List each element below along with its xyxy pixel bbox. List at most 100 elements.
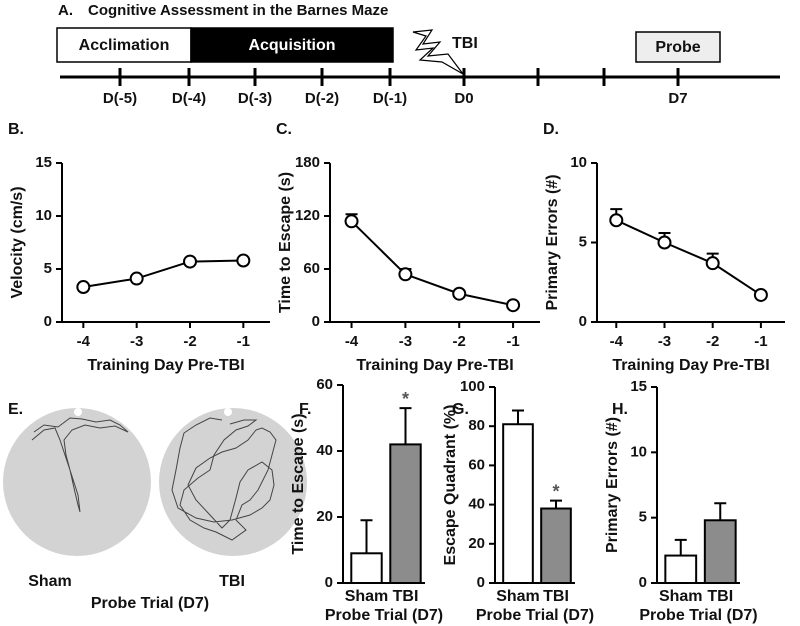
y-axis-label: Velocity (cm/s) bbox=[9, 186, 26, 298]
y-tick-label: 40 bbox=[468, 496, 485, 513]
panel-label: A. bbox=[58, 2, 73, 19]
x-axis-label: Probe Trial (D7) bbox=[476, 607, 594, 624]
y-tick-label: 0 bbox=[325, 574, 333, 591]
x-tick-label: -4 bbox=[610, 333, 624, 350]
y-tick-label: 0 bbox=[477, 574, 485, 591]
day-label: D(-1) bbox=[373, 90, 407, 107]
bar bbox=[664, 554, 698, 584]
bar bbox=[350, 552, 383, 584]
x-axis-label: Training Day Pre-TBI bbox=[87, 357, 244, 374]
y-tick-label: 180 bbox=[295, 154, 320, 171]
y-tick-label: 60 bbox=[303, 260, 320, 277]
y-tick-label: 60 bbox=[468, 456, 485, 473]
error-bar bbox=[399, 407, 412, 445]
day-label: D7 bbox=[668, 90, 687, 107]
data-point bbox=[753, 287, 768, 302]
x-tick-label: -3 bbox=[399, 333, 412, 350]
data-line bbox=[83, 259, 244, 289]
phase-label: Acclimation bbox=[79, 37, 170, 54]
bar bbox=[502, 423, 534, 584]
x-tick-label: -1 bbox=[754, 333, 767, 350]
error-bar bbox=[550, 499, 562, 509]
data-point bbox=[183, 254, 197, 269]
bar bbox=[703, 519, 737, 585]
figure-title: Cognitive Assessment in the Barnes Maze bbox=[88, 2, 388, 19]
maze bbox=[3, 408, 151, 556]
data-point bbox=[452, 286, 467, 301]
panel-label: E. bbox=[8, 401, 23, 418]
event-label: TBI bbox=[452, 35, 478, 52]
group-label: Sham bbox=[28, 573, 72, 590]
day-label: D(-2) bbox=[305, 90, 339, 107]
data-point bbox=[705, 256, 720, 271]
day-label: D(-5) bbox=[103, 90, 137, 107]
data-point bbox=[657, 235, 672, 250]
y-tick-label: 20 bbox=[468, 535, 485, 552]
y-tick-label: 15 bbox=[630, 378, 647, 395]
significance-marker: * bbox=[552, 481, 559, 501]
panel-label: G. bbox=[452, 401, 469, 418]
phase-box bbox=[56, 27, 192, 63]
y-tick-label: 80 bbox=[468, 417, 485, 434]
swim-path bbox=[171, 417, 277, 541]
y-tick-label: 20 bbox=[316, 508, 333, 525]
data-point bbox=[76, 280, 91, 295]
panel-label: B. bbox=[8, 121, 24, 138]
x-tick-label: Sham bbox=[496, 588, 540, 605]
error-bar bbox=[714, 502, 727, 521]
swim-path bbox=[31, 417, 129, 513]
x-tick-label: -4 bbox=[345, 333, 359, 350]
y-tick-label: 5 bbox=[579, 233, 587, 250]
error-bar bbox=[512, 409, 524, 425]
y-tick-label: 0 bbox=[579, 313, 587, 330]
x-axis-label: Probe Trial (D7) bbox=[325, 607, 443, 624]
x-tick-label: -1 bbox=[237, 333, 250, 350]
group-label: TBI bbox=[219, 573, 245, 590]
phase-label: Probe bbox=[655, 39, 700, 56]
x-tick-label: -2 bbox=[183, 333, 196, 350]
x-axis-label: Probe Trial (D7) bbox=[91, 595, 209, 612]
day-label: D0 bbox=[454, 90, 473, 107]
x-tick-label: -3 bbox=[658, 333, 671, 350]
panel-label: F. bbox=[299, 401, 311, 418]
data-line bbox=[350, 220, 514, 307]
axes bbox=[61, 163, 270, 323]
y-tick-label: 0 bbox=[639, 574, 647, 591]
y-tick-label: 10 bbox=[630, 443, 647, 460]
y-tick-label: 5 bbox=[44, 260, 52, 277]
panel-label: H. bbox=[612, 401, 628, 418]
y-tick-label: 120 bbox=[295, 207, 320, 224]
x-tick-label: TBI bbox=[707, 588, 733, 605]
x-tick-label: Sham bbox=[659, 588, 703, 605]
x-tick-label: -4 bbox=[77, 333, 91, 350]
phase-box bbox=[190, 27, 394, 63]
y-axis-label: Primary Errors (#) bbox=[544, 174, 561, 310]
y-tick-label: 10 bbox=[570, 154, 587, 171]
day-label: D(-4) bbox=[172, 90, 206, 107]
y-tick-label: 10 bbox=[35, 207, 52, 224]
y-tick-label: 0 bbox=[312, 313, 320, 330]
bar bbox=[540, 507, 572, 584]
data-point bbox=[236, 253, 251, 268]
x-tick-label: -3 bbox=[130, 333, 143, 350]
x-tick-label: -1 bbox=[506, 333, 519, 350]
day-label: D(-3) bbox=[238, 90, 272, 107]
x-tick-label: TBI bbox=[543, 588, 569, 605]
y-tick-label: 15 bbox=[35, 154, 52, 171]
panel-label: C. bbox=[276, 121, 292, 138]
panel-label: D. bbox=[543, 121, 559, 138]
axes bbox=[329, 163, 540, 323]
y-axis-label: Primary Errors (#) bbox=[604, 417, 621, 553]
y-axis-label: Escape Quadrant (%) bbox=[442, 405, 459, 566]
data-point bbox=[506, 298, 521, 313]
x-tick-label: TBI bbox=[393, 588, 419, 605]
y-tick-label: 60 bbox=[316, 376, 333, 393]
x-axis-label: Training Day Pre-TBI bbox=[356, 357, 513, 374]
data-line bbox=[615, 219, 762, 296]
x-tick-label: Sham bbox=[345, 588, 389, 605]
maze bbox=[159, 408, 307, 556]
data-point bbox=[344, 214, 359, 229]
phase-box bbox=[635, 31, 721, 63]
